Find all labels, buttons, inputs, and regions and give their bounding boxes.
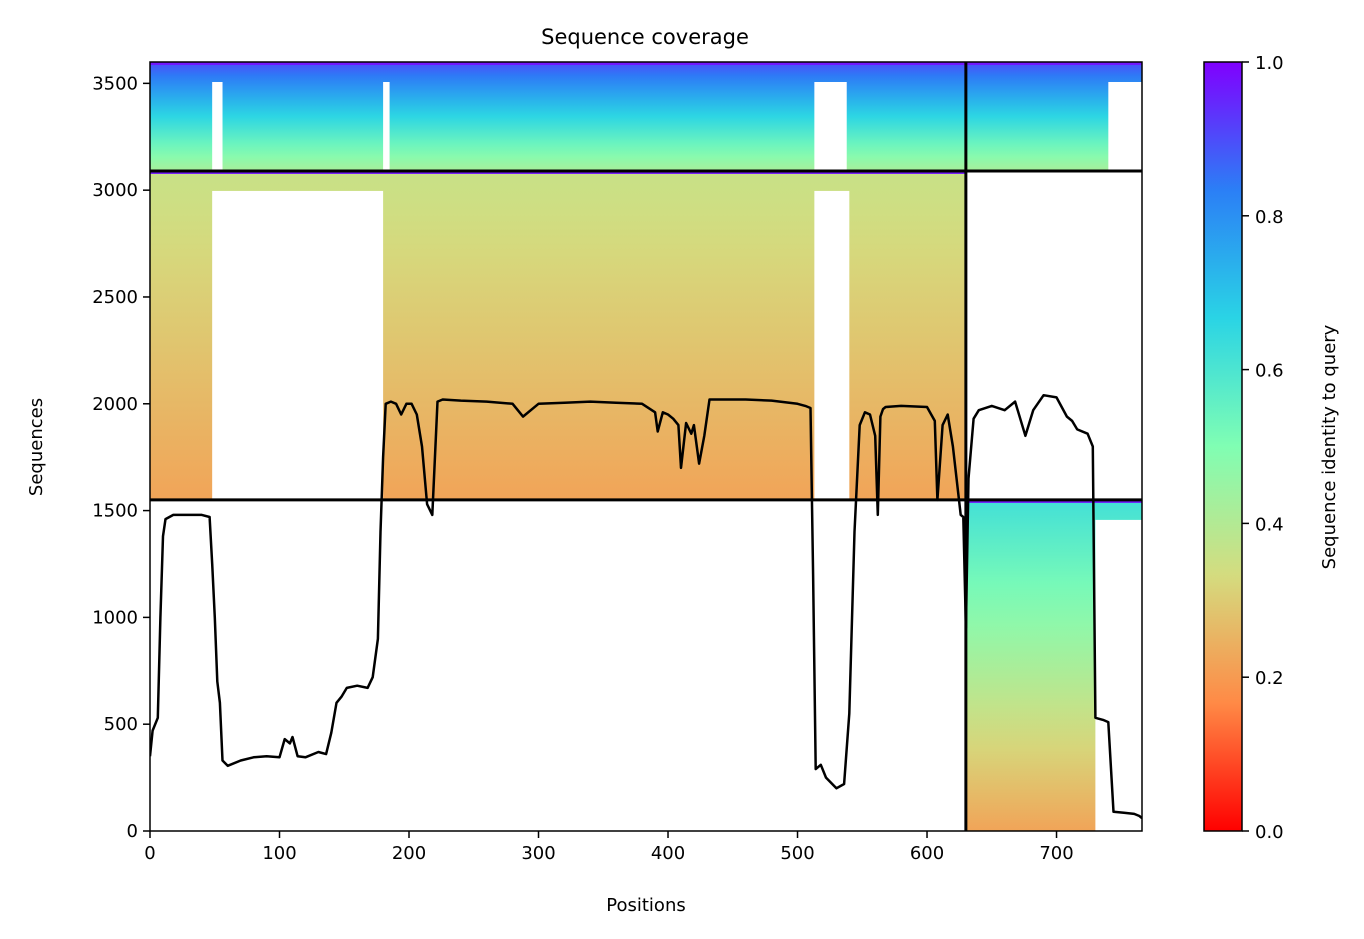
x-tick-label: 0 xyxy=(144,843,155,864)
block-top-query-row xyxy=(150,62,1142,65)
colorbar-tick-label: 0.4 xyxy=(1255,514,1284,535)
block-top-gap xyxy=(814,82,847,171)
coverage-blocks xyxy=(150,62,1142,831)
y-tick-label: 3500 xyxy=(92,73,138,94)
y-tick-label: 0 xyxy=(127,821,138,842)
x-tick-label: 300 xyxy=(521,843,555,864)
block-top xyxy=(150,62,1142,171)
colorbar-tick-label: 1.0 xyxy=(1255,53,1284,74)
block-bottom-gap xyxy=(1095,519,1142,831)
colorbar: 0.0 0.2 0.4 0.6 0.8 1.0 Sequence identity to … xyxy=(1203,53,1340,843)
y-tick-label: 2500 xyxy=(92,287,138,308)
x-axis-label: Positions xyxy=(606,895,685,916)
x-tick-label: 200 xyxy=(392,843,426,864)
colorbar-tick-label: 0.6 xyxy=(1255,361,1284,382)
block-top-gap xyxy=(383,82,390,171)
block-top-gap xyxy=(212,82,223,171)
x-tick-label: 100 xyxy=(262,843,296,864)
colorbar-ticks: 0.0 0.2 0.4 0.6 0.8 1.0 xyxy=(1242,53,1284,843)
x-tick-label: 400 xyxy=(651,843,685,864)
colorbar-label: Sequence identity to query xyxy=(1319,324,1340,569)
y-tick-label: 1500 xyxy=(92,501,138,522)
x-tick-label: 700 xyxy=(1039,843,1073,864)
x-axis-ticks: 0 100 200 300 400 500 600 700 xyxy=(144,831,1074,864)
plot-frame xyxy=(149,61,1143,832)
block-middle-gap xyxy=(212,190,384,500)
y-axis-label: Sequences xyxy=(26,398,47,496)
block-middle-gap xyxy=(814,190,850,500)
chart-title: Sequence coverage xyxy=(541,25,749,49)
colorbar-tick-label: 0.8 xyxy=(1255,207,1284,228)
colorbar-tick-label: 0.2 xyxy=(1255,668,1284,689)
y-tick-label: 3000 xyxy=(92,180,138,201)
coverage-line xyxy=(150,393,1142,820)
colorbar-gradient xyxy=(1203,61,1243,832)
x-tick-label: 500 xyxy=(780,843,814,864)
y-tick-label: 2000 xyxy=(92,394,138,415)
block-separators xyxy=(150,62,1142,831)
block-top-gap xyxy=(1108,82,1142,171)
y-tick-label: 500 xyxy=(104,714,138,735)
y-axis-ticks: 0 500 1000 1500 2000 2500 3000 3500 xyxy=(92,73,150,842)
x-tick-label: 600 xyxy=(910,843,944,864)
y-tick-label: 1000 xyxy=(92,607,138,628)
colorbar-tick-label: 0.0 xyxy=(1255,822,1284,843)
plot-area xyxy=(150,62,1142,831)
